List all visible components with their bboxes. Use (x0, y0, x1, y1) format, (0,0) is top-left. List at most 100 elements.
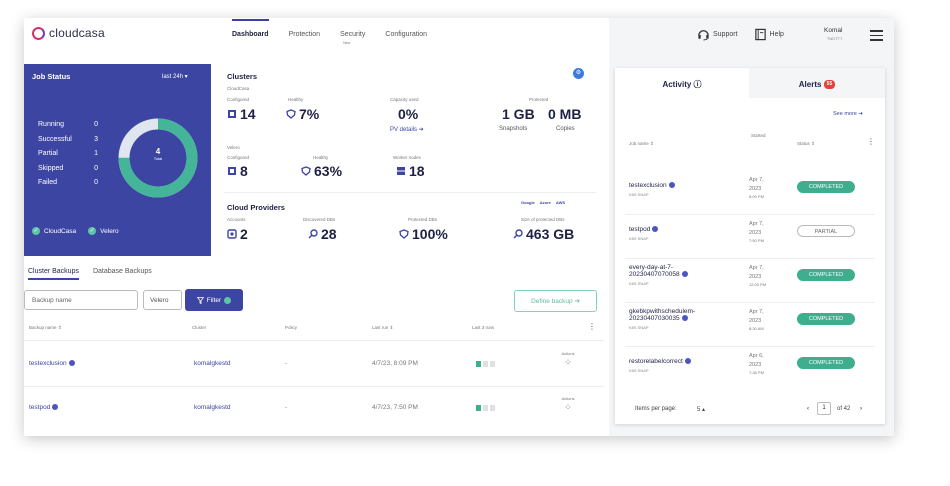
last-runs-indicator (476, 361, 495, 367)
healthy-label: Healthy (288, 97, 304, 102)
search-icon (308, 229, 318, 239)
job-name-link[interactable]: every-day-at-7- 20230407070058 K8S SNAP (629, 264, 688, 286)
job-name-link[interactable]: testexclusion K8S SNAP (629, 182, 675, 197)
started-cell: Apr 7, 2023 12:00 PM (749, 265, 767, 287)
status-badge: COMPLETED (797, 181, 855, 193)
help-link[interactable]: Help (754, 28, 784, 41)
col-last-run[interactable]: Last run ⇕ (372, 325, 394, 330)
prev-page-icon[interactable]: ‹ (807, 406, 809, 412)
time-range-select[interactable]: last 24h ▾ (162, 74, 188, 80)
user-menu[interactable]: Komal TNDTTT (824, 27, 842, 41)
accounts-label: Accounts (227, 217, 246, 222)
support-link[interactable]: Support (697, 28, 738, 41)
help-label: Help (769, 31, 784, 38)
app-window: cloudcasa INC Dashboard Protection Secur… (24, 18, 894, 436)
status-badge: COMPLETED (797, 313, 855, 325)
copies-label: Copies (556, 126, 575, 132)
support-label: Support (713, 31, 738, 38)
provider-logos: Google Azure AWS (521, 200, 565, 205)
globe-icon (668, 182, 675, 189)
nav-security[interactable]: Security New (340, 31, 365, 45)
clusters-title: Clusters (227, 72, 258, 81)
shield-icon (399, 229, 409, 239)
tab-cluster-backups[interactable]: Cluster Backups (28, 268, 79, 280)
filter-velero[interactable]: ✓ Velero (88, 227, 119, 235)
protected-label: Protected (529, 97, 549, 102)
col-started[interactable]: Started (751, 133, 766, 138)
cluster-link[interactable]: komalgkestd (194, 404, 231, 411)
filter-button[interactable]: Filter (185, 289, 243, 311)
tab-activity[interactable]: Activity ⓘ (615, 68, 749, 98)
cloudcasa-logo-icon (32, 27, 45, 40)
azure-logo: Azure (539, 200, 551, 205)
status-badge: PARTIAL (797, 225, 855, 237)
job-name-link[interactable]: testpod K8S SNAP (629, 226, 659, 241)
tab-alerts[interactable]: Alerts 55 (749, 68, 885, 98)
cluster-icon (228, 167, 236, 175)
velero-label: Velero (227, 145, 240, 150)
backup-name-input[interactable]: Backup name (24, 290, 138, 310)
capacity-label: Capacity used (390, 97, 419, 102)
v-configured-label: Configured (227, 155, 250, 160)
globe-icon (681, 271, 688, 278)
settings-gear-icon[interactable]: ⚙ (573, 68, 584, 79)
discovered-stat: 28 (308, 226, 337, 242)
col-job-name[interactable]: Job name ⇕ (629, 141, 654, 146)
nav-dashboard[interactable]: Dashboard (232, 19, 269, 38)
filter-cloudcasa[interactable]: ✓ CloudCasa (32, 227, 77, 235)
hamburger-menu-icon[interactable] (870, 30, 883, 44)
actions-menu[interactable]: Actions ⁘ (558, 396, 578, 413)
column-options-icon[interactable]: ⋮ (867, 137, 875, 146)
row-divider (24, 386, 604, 387)
check-icon: ✓ (32, 227, 40, 235)
globe-icon (684, 358, 691, 365)
activity-panel: Activity ⓘ Alerts 55 See more ➔ Job name… (615, 68, 885, 424)
started-cell: Apr 7, 2023 8:09 PM (749, 177, 764, 199)
page-count: of 42 (837, 406, 851, 412)
accounts-stat: 2 (227, 226, 248, 242)
cluster-link[interactable]: komalgkestd (194, 360, 231, 367)
configured-label: Configured (227, 97, 250, 102)
header-actions: Support Help (697, 28, 784, 41)
main-nav: Dashboard Protection Security New Configu… (232, 19, 428, 45)
col-backup-name[interactable]: Backup name ⇕ (29, 325, 62, 330)
account-icon (227, 229, 237, 239)
tab-database-backups[interactable]: Database Backups (92, 268, 152, 275)
job-name-link[interactable]: restorelabelcorrect K8S SNAP (629, 358, 691, 373)
backup-name-link[interactable]: testpod (29, 404, 59, 411)
velero-select[interactable]: Velero (143, 290, 182, 310)
job-source-filters: ✓ CloudCasa ✓ Velero (32, 227, 119, 235)
last-run-cell: 4/7/23, 7:50 PM (372, 404, 418, 411)
globe-icon (652, 226, 659, 233)
user-name: Komal (824, 27, 843, 34)
per-page-select[interactable]: 5 ▴ (697, 407, 706, 413)
server-icon (397, 167, 405, 175)
job-row-partial: Partial 1 (38, 150, 98, 157)
status-badge: COMPLETED (797, 357, 855, 369)
next-page-icon[interactable]: › (860, 406, 862, 412)
define-backup-button[interactable]: Define backup ➔ (514, 290, 597, 312)
job-type: K8S SNAP (629, 325, 649, 330)
logo[interactable]: cloudcasa (32, 26, 105, 40)
column-options-icon[interactable]: ⋮ (588, 322, 596, 331)
nav-protection[interactable]: Protection (288, 31, 321, 38)
google-logo: Google (521, 200, 535, 205)
shield-icon (301, 166, 311, 176)
pv-details-link[interactable]: PV details ➔ (390, 127, 424, 133)
col-policy: Policy (285, 325, 298, 330)
see-more-link[interactable]: See more ➔ (833, 111, 863, 117)
user-org: TNDTTT (826, 36, 843, 41)
page-input[interactable]: 1 (817, 402, 831, 415)
actions-grid-icon: ⁘ (564, 402, 572, 412)
logo-text: cloudcasa (49, 26, 105, 40)
actions-menu[interactable]: Actions ⁘ (558, 351, 578, 368)
snapshots-label: Snapshots (499, 126, 528, 132)
backup-name-link[interactable]: testexclusion (29, 360, 75, 367)
job-row-skipped: Skipped 0 (38, 164, 98, 172)
col-status[interactable]: Status ⇕ (797, 141, 815, 146)
last-run-cell: 4/7/23, 8:09 PM (372, 360, 418, 367)
job-name-link[interactable]: gkebkpwithschedulem- 20230407030035 K8S SN… (629, 308, 696, 330)
col-cluster: Cluster (192, 325, 207, 330)
new-badge: New (343, 41, 351, 45)
nav-configuration[interactable]: Configuration (385, 31, 428, 38)
